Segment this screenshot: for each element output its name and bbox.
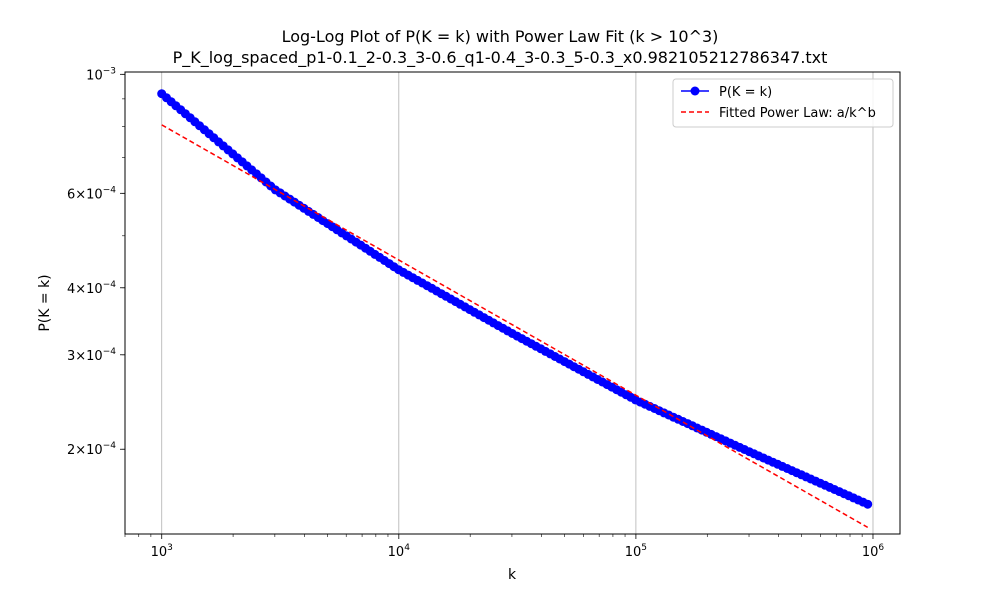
- y-axis-label: P(K = k): [37, 274, 53, 331]
- series-layer: [157, 89, 873, 529]
- y-tick-label: 4×10−4: [67, 280, 116, 297]
- grid-lines: [161, 72, 874, 534]
- legend-marker-data: [690, 86, 700, 96]
- plot-frame: [124, 71, 901, 535]
- x-axis-label: k: [508, 567, 517, 583]
- x-tick-label: 106: [862, 543, 885, 560]
- y-axis-ticks: 10−3 6×10−4 4×10−4 3×10−4 2×10−4: [67, 66, 125, 458]
- x-tick-label: 104: [388, 543, 411, 560]
- x-tick-label: 103: [151, 543, 173, 560]
- x-axis-ticks: 103 104 105 106: [124, 534, 885, 560]
- y-tick-label: 3×10−4: [67, 347, 116, 364]
- fit-line: [161, 124, 869, 529]
- data-series-line: [161, 93, 869, 505]
- legend: P(K = k) Fitted Power Law: a/k^b: [672, 78, 894, 128]
- legend-label-fit: Fitted Power Law: a/k^b: [719, 106, 876, 121]
- data-point: [863, 499, 873, 509]
- chart-subtitle: P_K_log_spaced_p1-0.1_2-0.3_3-0.6_q1-0.4…: [172, 48, 828, 67]
- y-tick-label: 2×10−4: [67, 441, 116, 458]
- legend-label-data: P(K = k): [719, 85, 772, 100]
- chart-title: Log-Log Plot of P(K = k) with Power Law …: [281, 27, 719, 46]
- y-tick-label: 10−3: [86, 66, 116, 83]
- y-tick-label: 6×10−4: [67, 185, 116, 202]
- x-tick-label: 105: [625, 543, 647, 560]
- legend-box: [672, 78, 894, 128]
